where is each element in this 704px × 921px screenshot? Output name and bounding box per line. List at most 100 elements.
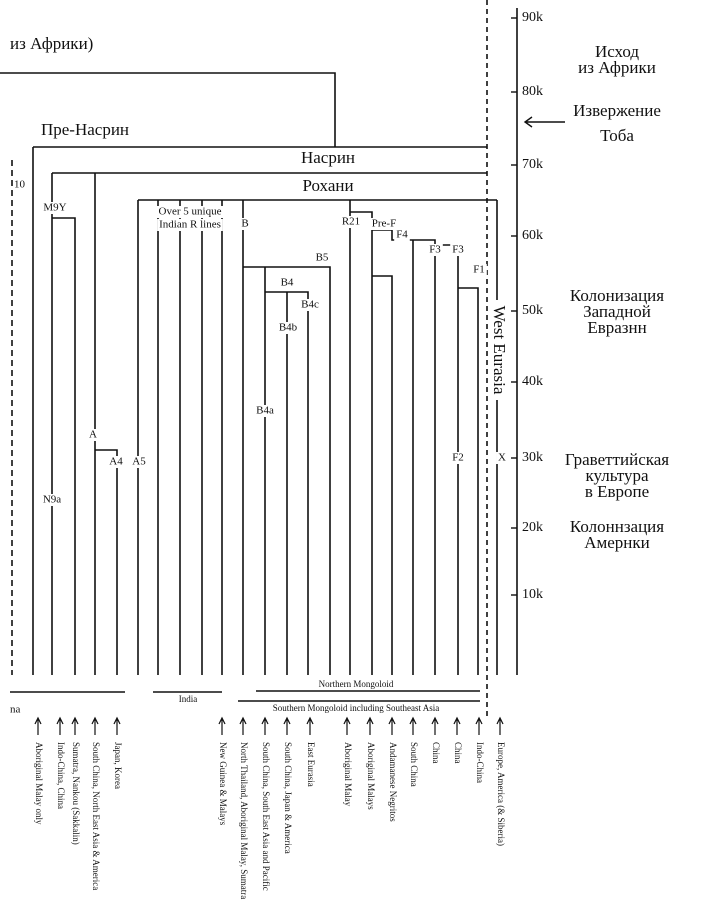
clade-label: B5: [316, 252, 329, 264]
arrow: [409, 716, 417, 735]
population-label: New Guinea & Malays: [218, 742, 228, 826]
clade-label-bg: [156, 206, 224, 218]
axis-tick-label: 80k: [522, 84, 543, 99]
population-label: East Eurasia: [306, 742, 316, 787]
clade-label-bg: [278, 277, 296, 289]
annotation: Тоба: [600, 126, 634, 145]
clade-label: B4: [281, 277, 294, 289]
clade-label: F3: [452, 244, 464, 256]
axis-tick-label: 50k: [522, 303, 543, 318]
annotation: Исход: [595, 42, 639, 61]
axis-tick-label: 60k: [522, 228, 543, 243]
clade-label-bg: [107, 456, 125, 468]
clade-label: B: [241, 218, 248, 230]
clade-label-bg: [471, 264, 487, 276]
clade-label-bg: [299, 299, 321, 311]
population-label: South China: [409, 742, 419, 787]
tree-lines: [0, 0, 518, 720]
clade-label: A4: [109, 456, 123, 468]
clade-label-bg: [450, 244, 466, 256]
clade-label-bg: [130, 456, 148, 468]
population-label: Sumatra, Nankou (Sakkalin): [71, 742, 81, 845]
arrow: [306, 716, 314, 735]
arrow: [113, 716, 121, 735]
population-label: South China, South East Asia and Pacific: [261, 742, 271, 891]
clade-label-bg: [394, 229, 410, 241]
fragment: na: [10, 704, 21, 716]
annotation: Граветтийская: [565, 450, 669, 469]
arrow: [91, 716, 99, 735]
arrow: [366, 716, 374, 735]
clade-label: B4b: [279, 322, 298, 334]
population-label: China: [453, 742, 463, 764]
region-label: Northern Mongoloid: [319, 679, 394, 689]
annotation: из Африки: [578, 58, 656, 77]
population-label: Aboriginal Malay: [343, 742, 353, 807]
clade-label-bg: [496, 452, 508, 464]
clade-label-bg: [157, 219, 223, 231]
clade-label-bg: [40, 494, 64, 506]
clade-label: F1: [473, 264, 485, 276]
annotation: в Европе: [585, 482, 649, 501]
arrow: [283, 716, 291, 735]
axis-tick-label: 90k: [522, 10, 543, 25]
clade-label: F3: [429, 244, 441, 256]
arrow: [431, 716, 439, 735]
arrow: [261, 716, 269, 735]
population-label: Andamanese Negritos: [388, 742, 398, 822]
population-label: South China, Japan & America: [283, 742, 293, 854]
axis-tick-label: 40k: [522, 374, 543, 389]
arrow: [343, 716, 351, 735]
annotation: Извержение: [573, 101, 661, 120]
population-label: China: [431, 742, 441, 764]
arrow: [388, 716, 396, 735]
clade-label-bg: [450, 452, 466, 464]
arrow: [71, 716, 79, 735]
clade-label: A5: [132, 456, 146, 468]
population-label: Aboriginal Malays: [366, 742, 376, 810]
west-eurasia-bg: [490, 300, 506, 400]
population-label: Indo-China: [475, 742, 485, 783]
population-label: North Thailand, Aboriginal Malay, Sumatr…: [239, 742, 249, 899]
fragment: 10: [14, 179, 26, 191]
branch-label: Рохани: [302, 176, 353, 195]
region-label: India: [179, 694, 198, 704]
arrow: [56, 716, 64, 735]
clade-label: Indian R lines: [159, 219, 221, 231]
arrow: [218, 716, 226, 735]
population-label: Indo-China, China: [56, 742, 66, 809]
clade-label-bg: [369, 218, 399, 230]
population-label: Aboriginal Malay only: [34, 742, 44, 825]
left-header: из Африки): [10, 34, 93, 53]
clade-label-bg: [427, 244, 443, 256]
clade-label: B4c: [301, 299, 319, 311]
west-eurasia-label: West Eurasia: [490, 306, 509, 395]
clade-label-bg: [313, 252, 331, 264]
clade-label-bg: [339, 216, 363, 228]
arrow: [34, 716, 42, 735]
population-label: Japan, Korea: [113, 742, 123, 789]
arrow: [453, 716, 461, 735]
annotation: Колоннзация: [570, 517, 664, 536]
arrow: [496, 716, 504, 735]
axis-tick-label: 70k: [522, 157, 543, 172]
clade-label: M9Y: [43, 202, 66, 214]
annotation: культура: [585, 466, 649, 485]
toba-arrow: [523, 116, 565, 128]
clade-label-bg: [254, 405, 276, 417]
clade-label: B4a: [256, 405, 274, 417]
population-label: Europe, America (& Siberia): [496, 742, 506, 846]
clade-label: A: [89, 429, 97, 441]
clade-label-bg: [41, 202, 69, 214]
clade-label: F2: [452, 452, 464, 464]
annotation: Западной: [583, 302, 651, 321]
clade-label: X: [498, 452, 506, 464]
axis-tick-label: 10k: [522, 587, 543, 602]
annotation: Евразнн: [587, 318, 646, 337]
clade-label: R21: [342, 216, 360, 228]
branch-label: Насрин: [301, 148, 355, 167]
clade-label: Pre-F: [372, 218, 396, 230]
clade-label-bg: [239, 218, 251, 230]
population-label: South China, North East Asia & America: [91, 742, 101, 890]
